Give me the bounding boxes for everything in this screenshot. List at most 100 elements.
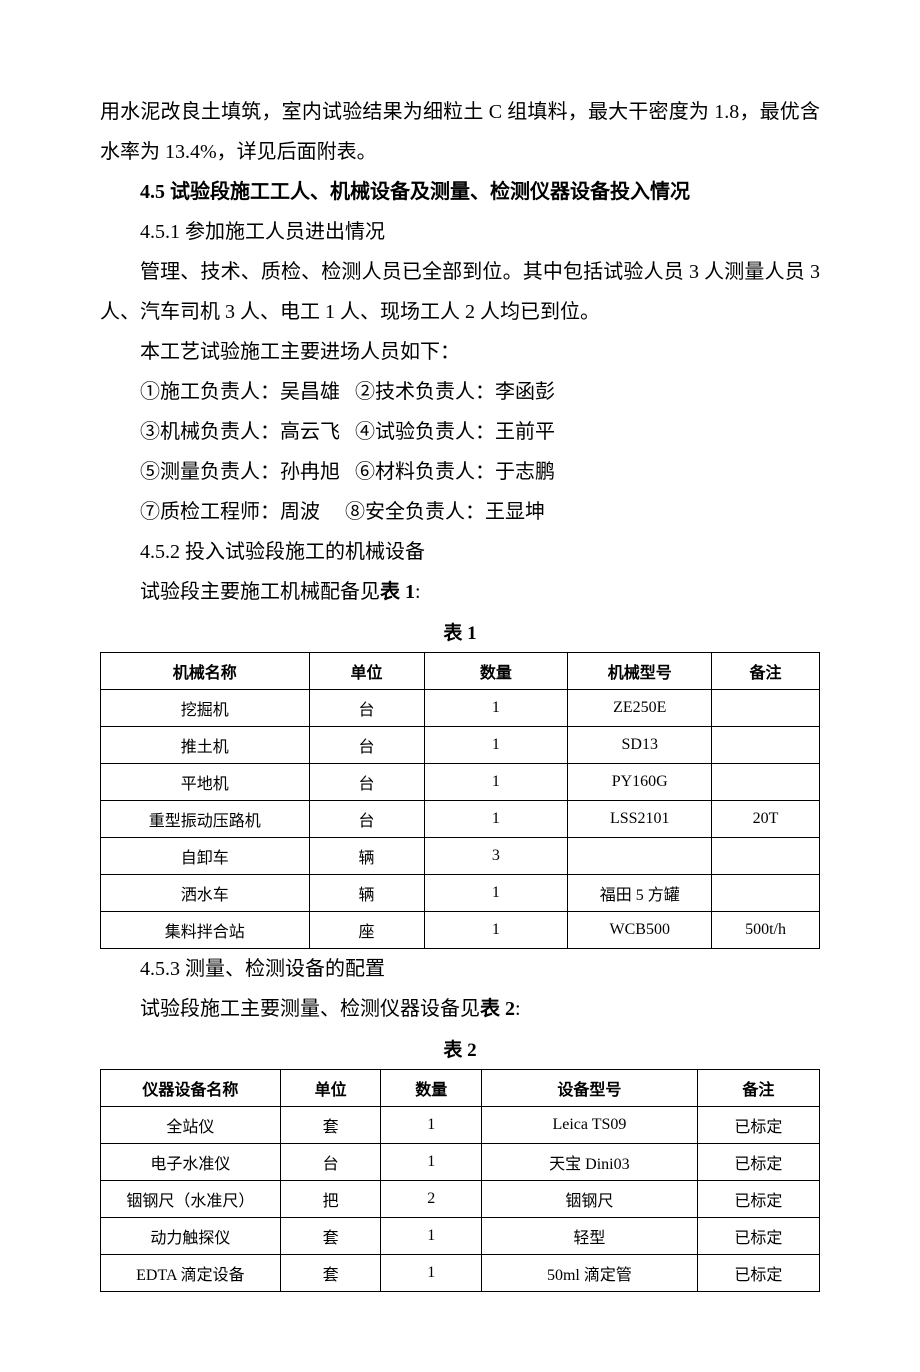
table-cell: 台 (309, 764, 424, 801)
machinery-table: 机械名称 单位 数量 机械型号 备注 挖掘机台1ZE250E推土机台1SD13平… (100, 652, 820, 949)
personnel-row: ⑤测量负责人：孙冉旭 ⑥材料负责人：于志鹏 (100, 452, 820, 492)
table-cell: 挖掘机 (101, 690, 310, 727)
table-cell: 铟钢尺（水准尺） (101, 1181, 281, 1218)
role-name: 孙冉旭 (280, 461, 340, 483)
table-row: 洒水车辆1福田 5 方罐 (101, 875, 820, 912)
table-cell: 1 (381, 1255, 482, 1292)
table-cell: 已标定 (697, 1107, 819, 1144)
table-cell: 套 (280, 1255, 381, 1292)
table-cell: EDTA 滴定设备 (101, 1255, 281, 1292)
role-label: ②技术负责人： (355, 381, 495, 403)
personnel-row: ⑦质检工程师：周波 ⑧安全负责人：王显坤 (100, 492, 820, 532)
table-cell: 把 (280, 1181, 381, 1218)
table-cell: WCB500 (568, 912, 712, 949)
role-name: 李函彭 (495, 381, 555, 403)
table-row: 重型振动压路机台1LSS210120T (101, 801, 820, 838)
table-header-row: 仪器设备名称 单位 数量 设备型号 备注 (101, 1070, 820, 1107)
table-cell: 已标定 (697, 1181, 819, 1218)
table-cell: PY160G (568, 764, 712, 801)
table-cell (712, 838, 820, 875)
table-row: 挖掘机台1ZE250E (101, 690, 820, 727)
table-cell: LSS2101 (568, 801, 712, 838)
table-cell: 1 (381, 1144, 482, 1181)
table-cell: 台 (309, 727, 424, 764)
table-cell: 集料拌合站 (101, 912, 310, 949)
col-model: 机械型号 (568, 653, 712, 690)
table-cell: 已标定 (697, 1255, 819, 1292)
table-row: 自卸车辆3 (101, 838, 820, 875)
table-row: 铟钢尺（水准尺）把2铟钢尺已标定 (101, 1181, 820, 1218)
table1-intro-prefix: 试验段主要施工机械配备见 (140, 581, 380, 603)
table-cell: 1 (424, 690, 568, 727)
table-cell: 台 (309, 690, 424, 727)
table-cell: 辆 (309, 838, 424, 875)
table-cell: 福田 5 方罐 (568, 875, 712, 912)
table-cell: 台 (280, 1144, 381, 1181)
table-cell: 1 (424, 875, 568, 912)
table-cell: 1 (424, 764, 568, 801)
table-cell: 20T (712, 801, 820, 838)
table-row: EDTA 滴定设备套150ml 滴定管已标定 (101, 1255, 820, 1292)
table-row: 集料拌合站座1WCB500500t/h (101, 912, 820, 949)
role-label: ⑧安全负责人： (345, 501, 485, 523)
table-cell (568, 838, 712, 875)
table-cell: 座 (309, 912, 424, 949)
intro-paragraph: 用水泥改良土填筑，室内试验结果为细粒土 C 组填料，最大干密度为 1.8，最优含… (100, 92, 820, 172)
table-header-row: 机械名称 单位 数量 机械型号 备注 (101, 653, 820, 690)
personnel-row: ①施工负责人：吴昌雄 ②技术负责人：李函彭 (100, 372, 820, 412)
col-qty: 数量 (381, 1070, 482, 1107)
table-cell: 台 (309, 801, 424, 838)
section-4-5-1-p2: 本工艺试验施工主要进场人员如下： (100, 332, 820, 372)
table2-intro-prefix: 试验段施工主要测量、检测仪器设备见 (140, 998, 480, 1020)
col-remark: 备注 (712, 653, 820, 690)
table-cell: 天宝 Dini03 (482, 1144, 698, 1181)
table-cell: 已标定 (697, 1144, 819, 1181)
table-cell: 动力触探仪 (101, 1218, 281, 1255)
role-label: ⑦质检工程师： (140, 501, 280, 523)
table-cell: ZE250E (568, 690, 712, 727)
table-cell: 轻型 (482, 1218, 698, 1255)
role-label: ④试验负责人： (355, 421, 495, 443)
section-4-5-heading: 4.5 试验段施工工人、机械设备及测量、检测仪器设备投入情况 (100, 172, 820, 212)
table-cell: 1 (424, 727, 568, 764)
table-cell: 1 (381, 1218, 482, 1255)
table-cell: 1 (424, 801, 568, 838)
table1-caption: 表 1 (100, 616, 820, 652)
role-label: ⑤测量负责人： (140, 461, 280, 483)
table2-intro: 试验段施工主要测量、检测仪器设备见表 2: (100, 989, 820, 1029)
table-cell: 3 (424, 838, 568, 875)
table2-ref: 表 2 (480, 998, 515, 1020)
role-name: 周波 (280, 501, 320, 523)
role-name: 王显坤 (485, 501, 545, 523)
table-cell (712, 727, 820, 764)
table-row: 全站仪套1Leica TS09已标定 (101, 1107, 820, 1144)
table-cell: 辆 (309, 875, 424, 912)
personnel-list: ①施工负责人：吴昌雄 ②技术负责人：李函彭 ③机械负责人：高云飞 ④试验负责人：… (100, 372, 820, 532)
table-cell: SD13 (568, 727, 712, 764)
table-cell: 2 (381, 1181, 482, 1218)
table1-intro-suffix: : (415, 581, 421, 603)
table-cell: 500t/h (712, 912, 820, 949)
section-4-5-1-p1: 管理、技术、质检、检测人员已全部到位。其中包括试验人员 3 人测量人员 3 人、… (100, 252, 820, 332)
table-cell (712, 690, 820, 727)
col-machine-name: 机械名称 (101, 653, 310, 690)
role-label: ①施工负责人： (140, 381, 280, 403)
table-cell: 自卸车 (101, 838, 310, 875)
table-cell: 50ml 滴定管 (482, 1255, 698, 1292)
table2-intro-suffix: : (515, 998, 521, 1020)
col-unit: 单位 (309, 653, 424, 690)
col-model: 设备型号 (482, 1070, 698, 1107)
table-cell: 1 (381, 1107, 482, 1144)
col-remark: 备注 (697, 1070, 819, 1107)
role-label: ③机械负责人： (140, 421, 280, 443)
role-name: 吴昌雄 (280, 381, 340, 403)
table-cell (712, 875, 820, 912)
table-cell: 洒水车 (101, 875, 310, 912)
table-cell: 套 (280, 1218, 381, 1255)
table-cell: 1 (424, 912, 568, 949)
table1-ref: 表 1 (380, 581, 415, 603)
section-4-5-2-heading: 4.5.2 投入试验段施工的机械设备 (100, 532, 820, 572)
personnel-row: ③机械负责人：高云飞 ④试验负责人：王前平 (100, 412, 820, 452)
col-instrument-name: 仪器设备名称 (101, 1070, 281, 1107)
table-cell: 铟钢尺 (482, 1181, 698, 1218)
